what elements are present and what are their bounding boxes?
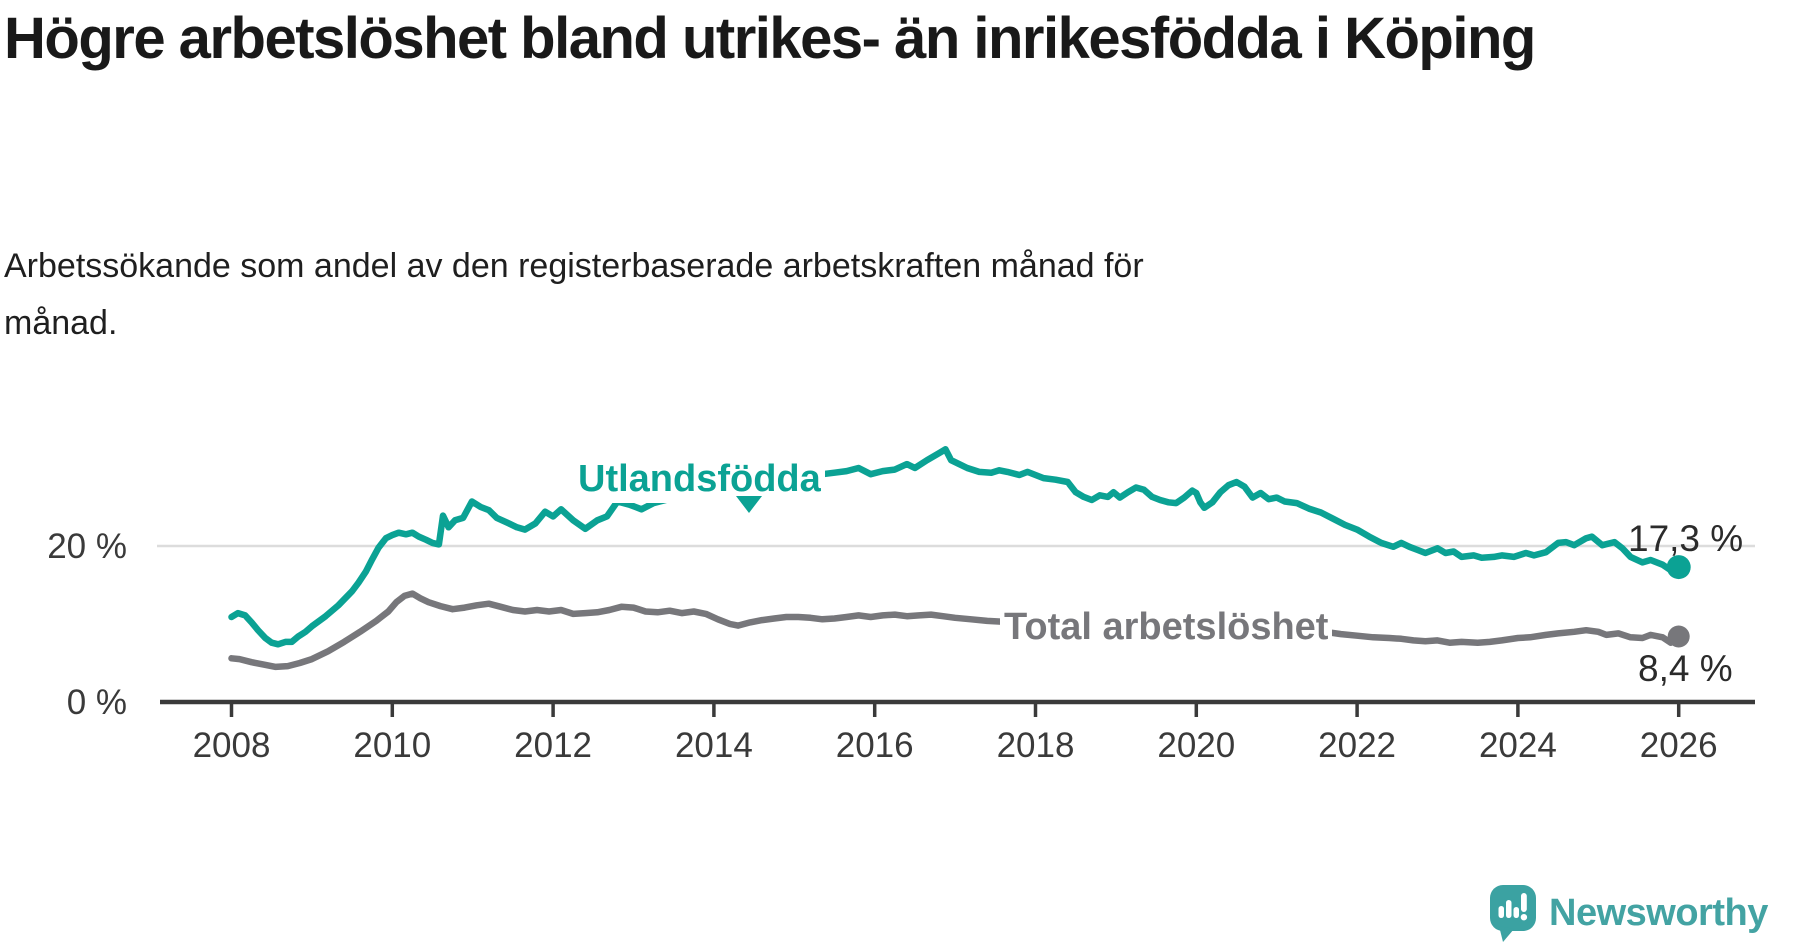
x-tick-label-2020: 2020 [1157,726,1235,765]
chart-subtitle: Arbetssökande som andel av den registerb… [4,247,1144,342]
y-tick-label-0: 0 % [67,683,127,722]
line-series-0 [228,446,1682,648]
x-tick-label-2026: 2026 [1640,726,1718,765]
newsworthy-speech-bubble-barchart-icon [1490,885,1536,942]
newsworthy-wordmark: Newsworthy [1549,891,1768,934]
line-series-1 [228,590,1682,671]
x-tick-label-2016: 2016 [836,726,914,765]
page-title: Högre arbetslöshet bland utrikes- än inr… [4,6,1536,71]
x-tick-label-2010: 2010 [353,726,431,765]
x-tick-label-2022: 2022 [1318,726,1396,765]
end-dot-series-1 [1667,625,1690,648]
x-tick-label-2008: 2008 [193,726,271,765]
end-value-label-utlandsfodda: 17,3 % [1628,518,1744,559]
x-tick-label-2012: 2012 [514,726,592,765]
arrow-down-icon [736,496,762,513]
x-tick-label-2014: 2014 [675,726,753,765]
newsworthy-logo: Newsworthy [1489,884,1768,942]
x-tick-label-2018: 2018 [997,726,1075,765]
x-tick-label-2024: 2024 [1479,726,1557,765]
series-label-total-arbetsloshet: Total arbetslöshet [1000,604,1333,651]
series-label-utlandsfodda: Utlandsfödda [574,456,825,503]
end-dot-series-0 [1666,555,1691,580]
y-tick-label-20: 20 % [47,527,127,566]
end-value-label-total: 8,4 % [1638,648,1733,689]
